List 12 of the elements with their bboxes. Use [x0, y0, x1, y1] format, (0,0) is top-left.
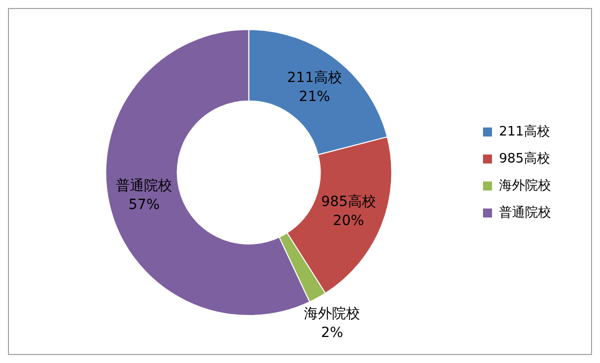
legend-label: 211高校 [499, 123, 550, 140]
data-label: 21% [298, 88, 330, 105]
legend-label: 985高校 [499, 150, 550, 166]
slice-label: 普通院校 [116, 177, 172, 194]
slice-label: 211高校 [287, 70, 342, 86]
legend-label: 普通院校 [499, 204, 551, 220]
data-label: 57% [128, 197, 160, 214]
data-label: 20% [332, 213, 364, 230]
slice-label: 985高校 [321, 194, 376, 210]
legend-label: 海外院校 [499, 178, 551, 194]
slice-label: 海外院校 [304, 306, 360, 322]
data-label: 2% [320, 325, 344, 342]
